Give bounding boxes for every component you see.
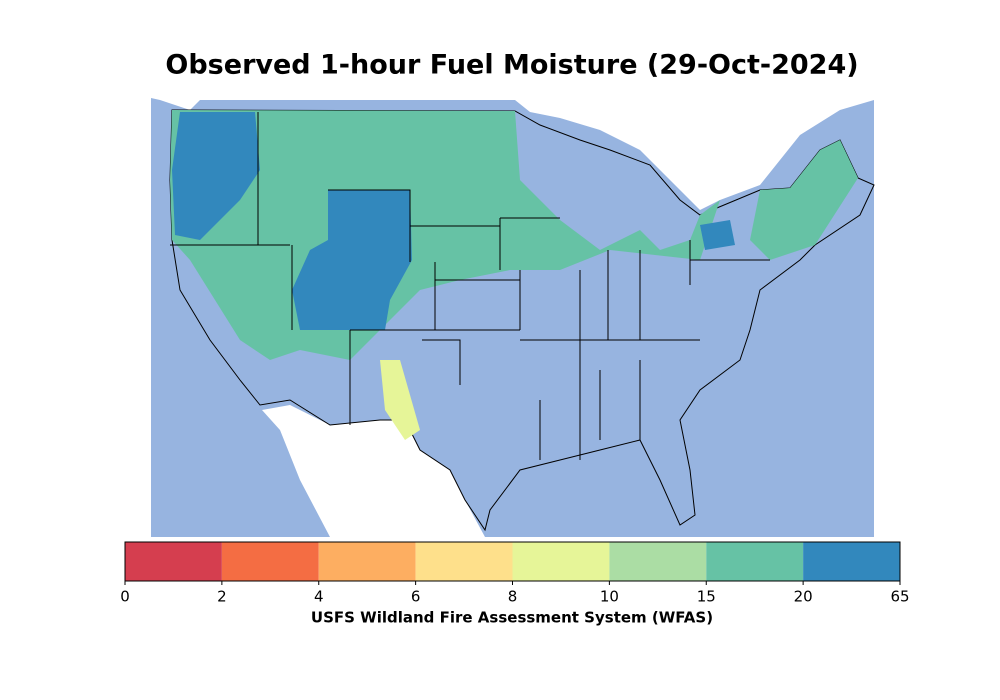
canada	[151, 83, 874, 210]
colorbar: 0 2 4 6 8 10 15 20 65	[120, 542, 910, 606]
colorbar-segment	[512, 542, 610, 581]
dry-region	[380, 360, 420, 440]
wet-region	[172, 112, 260, 240]
wet-region	[700, 220, 735, 250]
colorbar-tick-label: 65	[890, 588, 909, 606]
colorbar-segment	[318, 542, 416, 581]
moist-region	[750, 140, 858, 260]
colorbar-segment	[221, 542, 319, 581]
colorbar-tick-label: 4	[314, 588, 324, 606]
colorbar-tick-label: 6	[411, 588, 421, 606]
colorbar-segment	[706, 542, 804, 581]
colorbar-tick-label: 2	[217, 588, 227, 606]
colorbar-tick-label: 0	[120, 588, 130, 606]
mexico	[262, 405, 485, 537]
colorbar-segment	[415, 542, 513, 581]
colorbar-tick-label: 20	[794, 588, 813, 606]
colorbar-tick-label: 8	[508, 588, 518, 606]
wet-region	[292, 190, 412, 330]
colorbar-label: USFS Wildland Fire Assessment System (WF…	[311, 609, 713, 627]
state-borders	[170, 112, 770, 460]
colorbar-segment	[803, 542, 900, 581]
colorbar-segment	[125, 542, 222, 581]
usa-land	[169, 109, 875, 532]
map-title: Observed 1-hour Fuel Moisture (29-Oct-20…	[165, 50, 858, 81]
map	[151, 83, 875, 537]
colorbar-frame	[124, 541, 901, 582]
colorbar-tick-label: 10	[600, 588, 619, 606]
colorbar-segment	[609, 542, 707, 581]
colorbar-tick-label: 15	[697, 588, 716, 606]
